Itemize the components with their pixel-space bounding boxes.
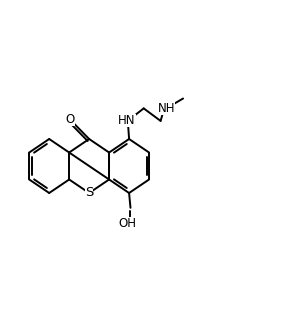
Text: O: O bbox=[66, 114, 75, 126]
Text: S: S bbox=[85, 187, 93, 200]
Text: NH: NH bbox=[157, 102, 175, 115]
Text: OH: OH bbox=[119, 217, 137, 230]
Text: HN: HN bbox=[118, 115, 135, 127]
